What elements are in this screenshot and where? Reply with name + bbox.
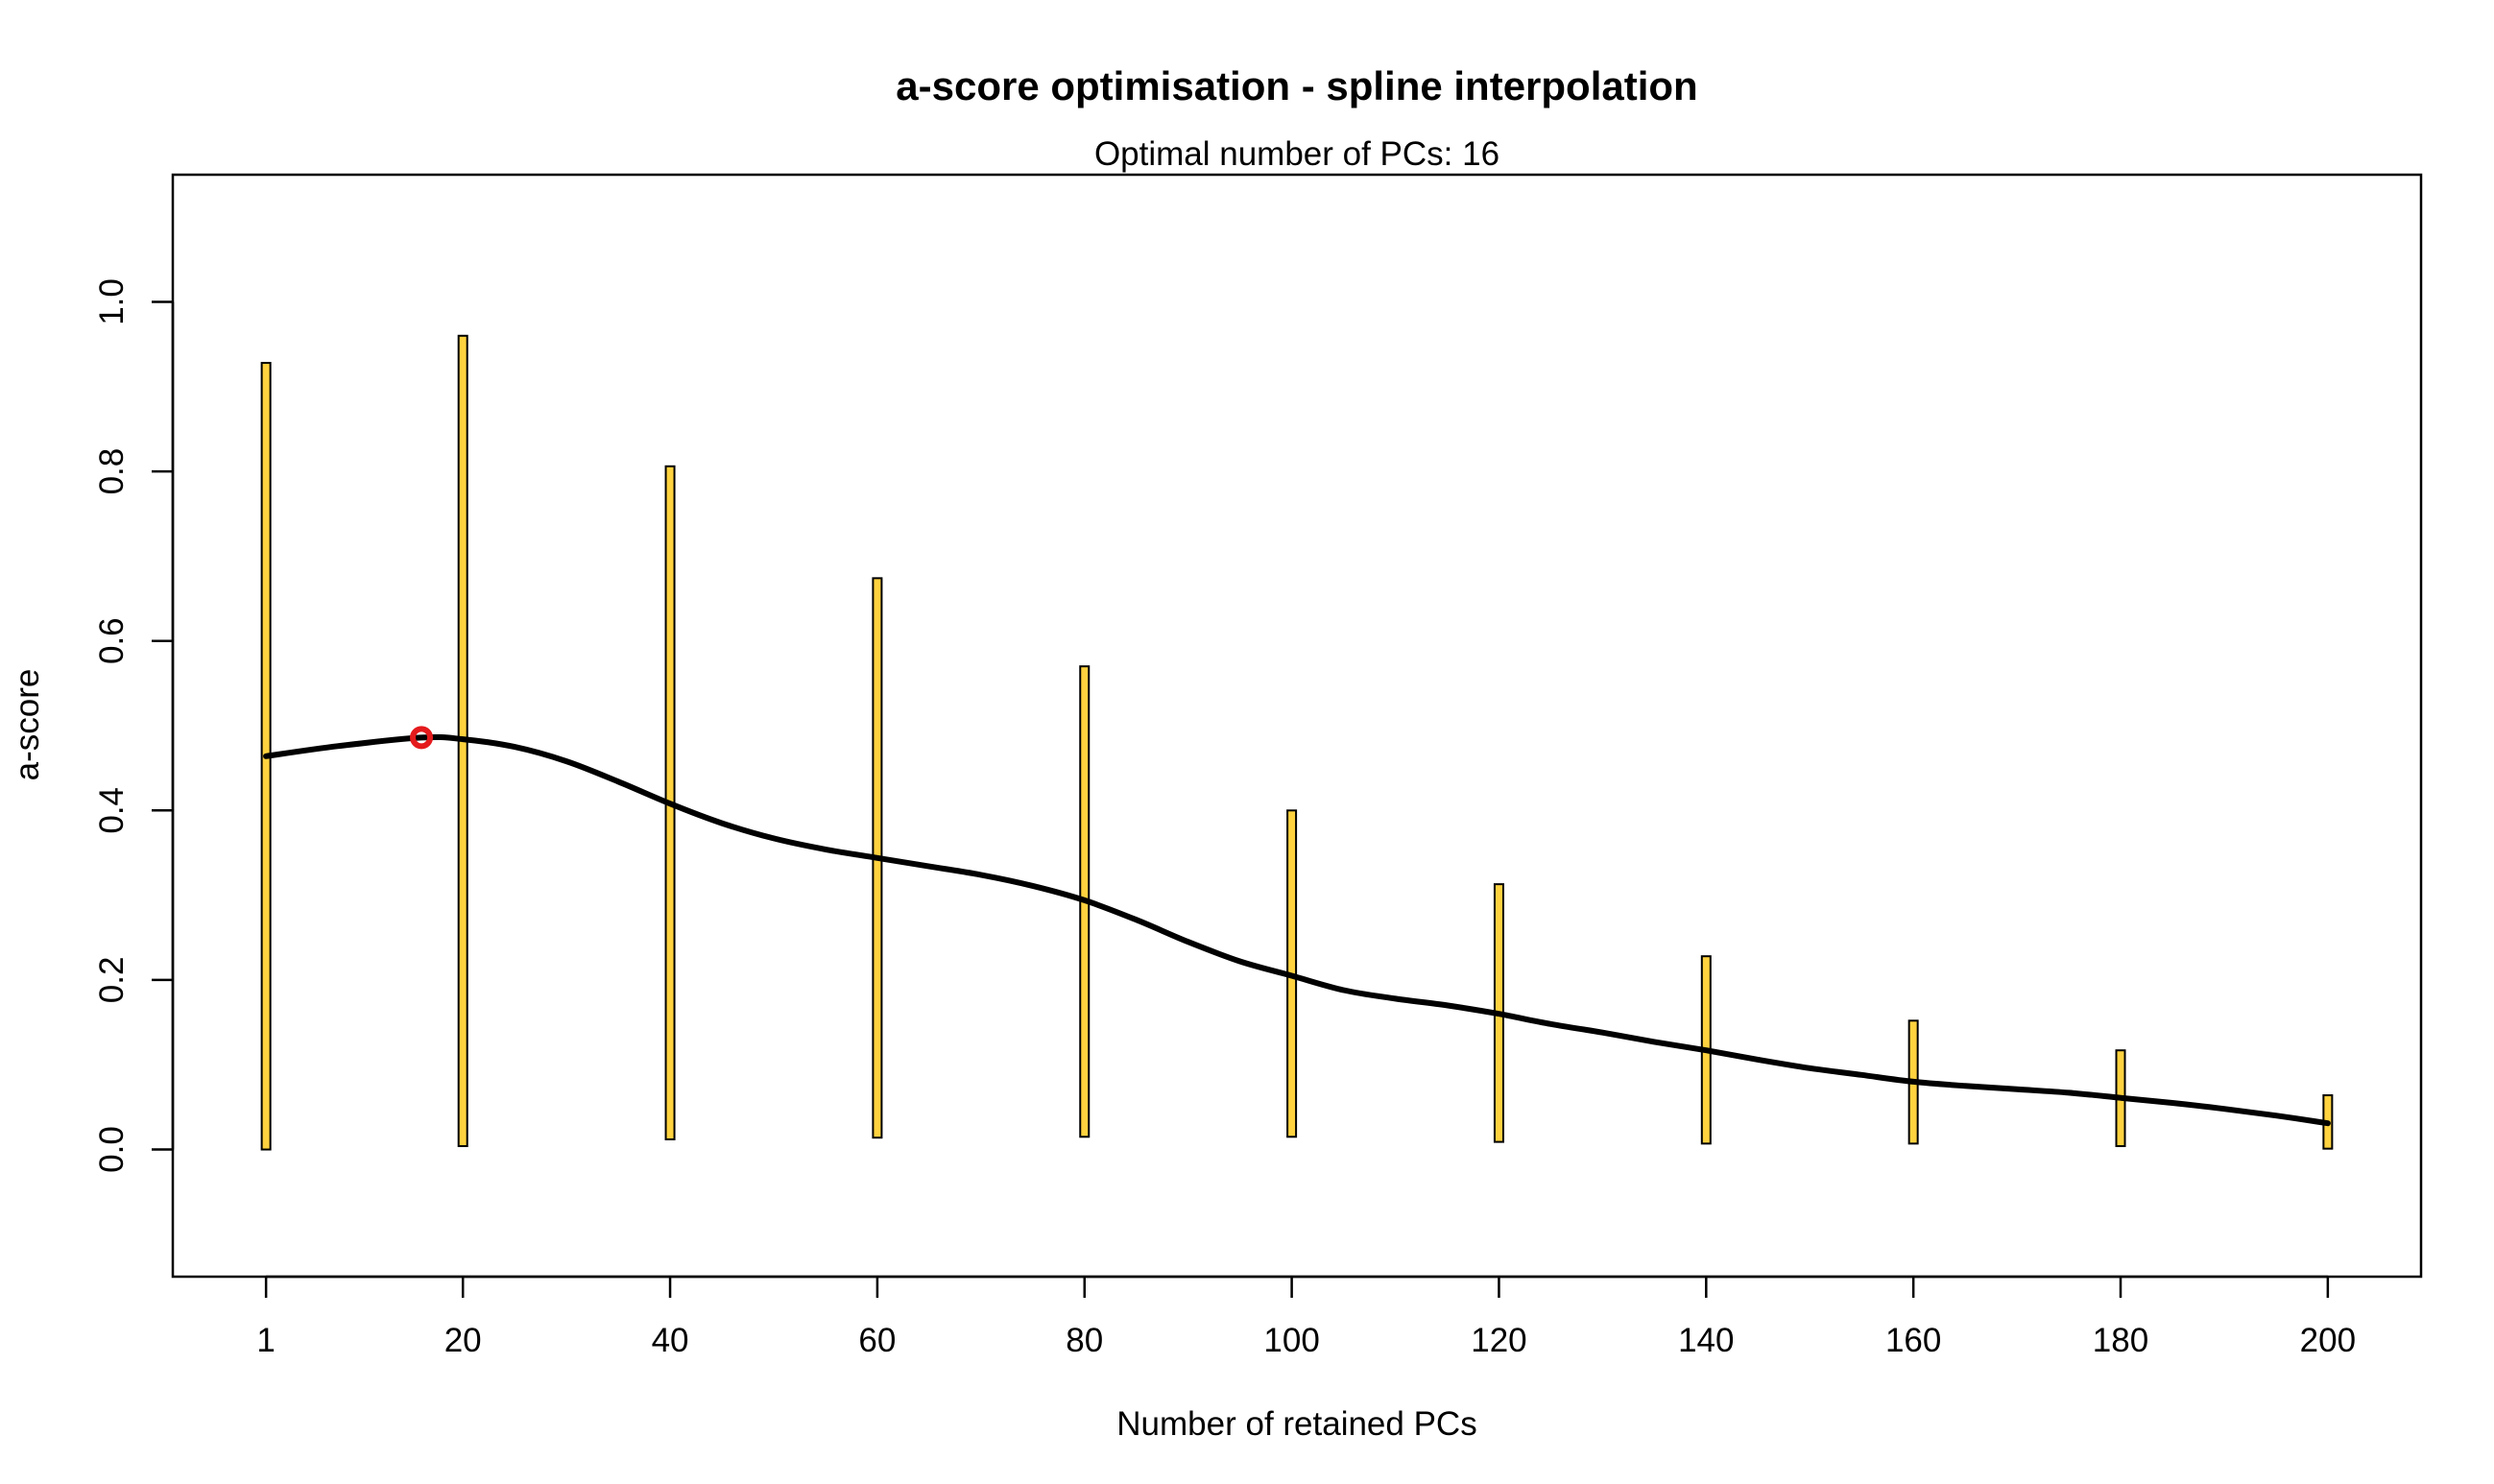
x-axis-label: Number of retained PCs [1116, 1405, 1476, 1443]
x-tick-label: 120 [1471, 1322, 1526, 1359]
x-tick-label: 200 [2300, 1322, 2356, 1359]
y-tick-label: 0.6 [93, 617, 131, 664]
y-tick-label: 0.0 [93, 1126, 131, 1173]
x-tick-label: 20 [444, 1322, 482, 1359]
chart-title: a-score optimisation - spline interpolat… [896, 63, 1697, 108]
y-axis-label: a-score [9, 669, 46, 781]
x-tick-label: 180 [2093, 1322, 2148, 1359]
y-tick-label: 0.2 [93, 957, 131, 1004]
y-tick-label: 0.8 [93, 448, 131, 495]
x-tick-label: 40 [652, 1322, 689, 1359]
chart-subtitle: Optimal number of PCs: 16 [1094, 135, 1499, 173]
y-tick-label: 0.4 [93, 787, 131, 834]
x-tick-label: 160 [1885, 1322, 1941, 1359]
y-tick-label: 1.0 [93, 278, 131, 325]
spline-line [263, 733, 2331, 1127]
x-tick-label: 80 [1066, 1322, 1103, 1359]
x-tick-label: 140 [1678, 1322, 1734, 1359]
x-tick-label: 60 [858, 1322, 896, 1359]
optimal-point-marker [410, 726, 434, 750]
x-tick-label: 100 [1263, 1322, 1319, 1359]
plot-area: 1 20 40 60 80 100 120 140 160 180 2000.00.20.40.60… [93, 173, 2423, 1359]
x-tick-label: 1 [256, 1322, 275, 1359]
